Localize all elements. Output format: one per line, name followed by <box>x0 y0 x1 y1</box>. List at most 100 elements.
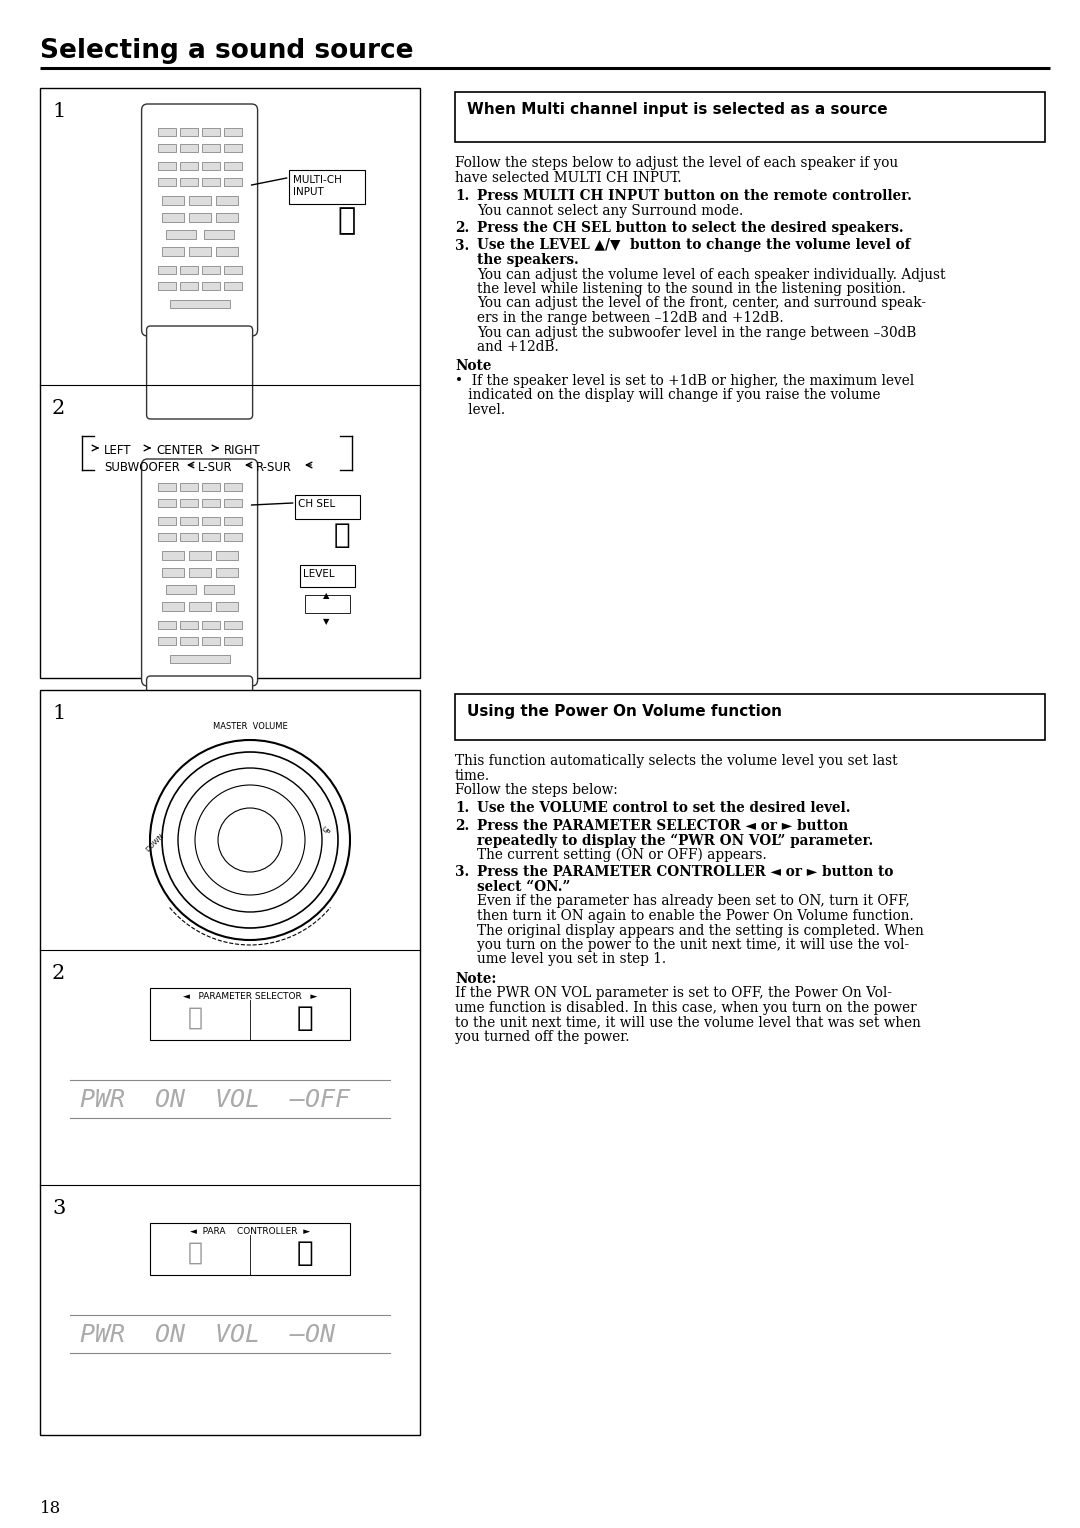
Bar <box>202 144 219 151</box>
Text: CH SEL: CH SEL <box>298 500 335 509</box>
Bar <box>179 516 198 526</box>
Bar <box>170 656 230 663</box>
Text: time.: time. <box>455 769 490 782</box>
Bar <box>179 162 198 170</box>
Text: you turn on the power to the unit next time, it will use the vol-: you turn on the power to the unit next t… <box>477 938 909 952</box>
Text: you turned off the power.: you turned off the power. <box>455 1030 630 1044</box>
Text: DOWN: DOWN <box>145 833 165 853</box>
Text: LEFT: LEFT <box>104 445 132 457</box>
Text: Press the CH SEL button to select the desired speakers.: Press the CH SEL button to select the de… <box>477 222 904 235</box>
FancyBboxPatch shape <box>141 458 258 686</box>
Ellipse shape <box>218 808 282 872</box>
Bar <box>158 283 176 290</box>
Text: ers in the range between –12dB and +12dB.: ers in the range between –12dB and +12dB… <box>477 312 784 325</box>
Ellipse shape <box>195 785 305 895</box>
Text: The current setting (ON or OFF) appears.: The current setting (ON or OFF) appears. <box>477 848 767 862</box>
Text: MASTER  VOLUME: MASTER VOLUME <box>213 723 287 730</box>
Bar <box>158 516 176 526</box>
Bar <box>165 231 195 238</box>
Bar <box>189 552 211 559</box>
Text: ▼: ▼ <box>323 617 329 626</box>
Bar <box>170 299 230 309</box>
Text: CENTER: CENTER <box>156 445 203 457</box>
Bar <box>179 620 198 630</box>
Bar <box>224 266 242 274</box>
Bar <box>224 620 242 630</box>
Bar <box>202 483 219 490</box>
Bar <box>202 637 219 645</box>
Text: Note: Note <box>455 359 491 373</box>
Text: Use the LEVEL ▲/▼  button to change the volume level of: Use the LEVEL ▲/▼ button to change the v… <box>477 238 910 252</box>
Text: You can adjust the level of the front, center, and surround speak-: You can adjust the level of the front, c… <box>477 296 926 310</box>
Bar <box>189 212 211 222</box>
Bar <box>158 162 176 170</box>
Bar <box>179 283 198 290</box>
Text: You can adjust the volume level of each speaker individually. Adjust: You can adjust the volume level of each … <box>477 267 945 281</box>
Text: the level while listening to the sound in the listening position.: the level while listening to the sound i… <box>477 283 906 296</box>
Text: L-SUR: L-SUR <box>198 461 232 474</box>
Bar <box>202 266 219 274</box>
Text: to the unit next time, it will use the volume level that was set when: to the unit next time, it will use the v… <box>455 1016 921 1030</box>
Bar <box>179 500 198 507</box>
Text: have selected MULTI CH INPUT.: have selected MULTI CH INPUT. <box>455 171 681 185</box>
Bar <box>162 602 184 611</box>
Bar <box>179 177 198 186</box>
Bar <box>288 170 365 205</box>
FancyBboxPatch shape <box>147 675 253 764</box>
Bar <box>158 128 176 136</box>
Text: ✋: ✋ <box>188 1005 203 1030</box>
Bar <box>299 565 354 587</box>
Bar <box>150 989 350 1041</box>
Bar <box>40 691 420 1435</box>
Text: If the PWR ON VOL parameter is set to OFF, the Power On Vol-: If the PWR ON VOL parameter is set to OF… <box>455 987 892 1001</box>
Text: Press the PARAMETER SELECTOR ◄ or ► button: Press the PARAMETER SELECTOR ◄ or ► butt… <box>477 819 848 833</box>
Text: R-SUR: R-SUR <box>256 461 292 474</box>
Text: You can adjust the subwoofer level in the range between –30dB: You can adjust the subwoofer level in th… <box>477 325 916 339</box>
Bar <box>179 128 198 136</box>
Text: Follow the steps below to adjust the level of each speaker if you: Follow the steps below to adjust the lev… <box>455 156 899 170</box>
Text: ◄   PARAMETER SELECTOR   ►: ◄ PARAMETER SELECTOR ► <box>183 992 318 1001</box>
Text: PWR  ON  VOL  –OFF: PWR ON VOL –OFF <box>80 1088 350 1112</box>
Text: 3: 3 <box>52 1199 66 1218</box>
Bar <box>158 177 176 186</box>
Text: SUBWOOFER: SUBWOOFER <box>104 461 180 474</box>
Bar <box>305 594 350 613</box>
Bar <box>224 483 242 490</box>
Text: ume function is disabled. In this case, when you turn on the power: ume function is disabled. In this case, … <box>455 1001 917 1015</box>
Text: Press the PARAMETER CONTROLLER ◄ or ► button to: Press the PARAMETER CONTROLLER ◄ or ► bu… <box>477 865 893 880</box>
Bar <box>179 483 198 490</box>
Bar <box>189 196 211 205</box>
Bar <box>224 516 242 526</box>
Bar <box>179 533 198 541</box>
Bar <box>224 177 242 186</box>
Bar <box>216 196 238 205</box>
Text: 2: 2 <box>52 964 65 983</box>
Bar <box>455 92 1045 142</box>
Bar <box>202 177 219 186</box>
Bar <box>202 162 219 170</box>
Text: repeatedly to display the “PWR ON VOL” parameter.: repeatedly to display the “PWR ON VOL” p… <box>477 833 874 848</box>
Bar <box>224 500 242 507</box>
Bar <box>224 128 242 136</box>
Bar <box>295 495 360 520</box>
Text: ✋: ✋ <box>297 1004 313 1031</box>
Text: Press MULTI CH INPUT button on the remote controller.: Press MULTI CH INPUT button on the remot… <box>477 189 912 203</box>
Text: 1.: 1. <box>455 189 469 203</box>
Text: indicated on the display will change if you raise the volume: indicated on the display will change if … <box>455 388 880 402</box>
Text: 2: 2 <box>52 399 65 419</box>
Text: the speakers.: the speakers. <box>477 254 579 267</box>
Bar <box>162 248 184 257</box>
Text: ▲: ▲ <box>323 591 329 601</box>
Bar <box>165 585 195 594</box>
Text: Even if the parameter has already been set to ON, turn it OFF,: Even if the parameter has already been s… <box>477 894 909 909</box>
Text: •  If the speaker level is set to +1dB or higher, the maximum level: • If the speaker level is set to +1dB or… <box>455 374 915 388</box>
Bar <box>179 637 198 645</box>
Text: UP: UP <box>320 825 330 836</box>
FancyBboxPatch shape <box>141 104 258 336</box>
Bar <box>162 196 184 205</box>
Text: ✋: ✋ <box>334 521 350 549</box>
Text: The original display appears and the setting is completed. When: The original display appears and the set… <box>477 923 923 938</box>
Bar <box>202 620 219 630</box>
Bar <box>216 568 238 578</box>
Ellipse shape <box>178 769 322 912</box>
